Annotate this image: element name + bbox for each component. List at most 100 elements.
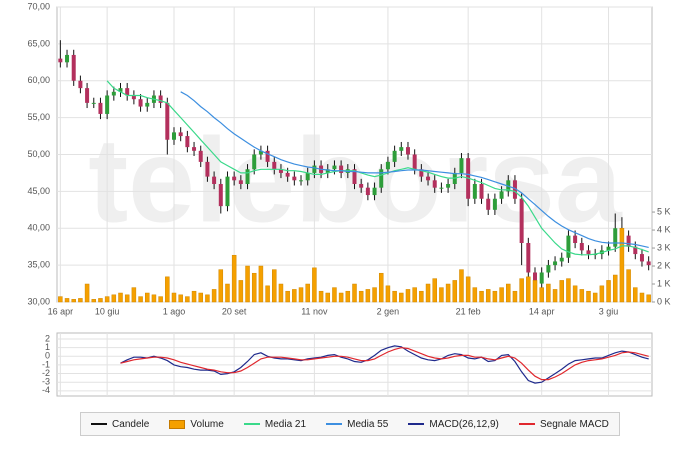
volume-bar bbox=[272, 269, 277, 303]
candle-body bbox=[613, 228, 618, 247]
y-tick-label: 55,00 bbox=[27, 112, 50, 122]
volume-bar bbox=[579, 289, 585, 303]
candle-body bbox=[138, 99, 143, 107]
candle-body bbox=[212, 176, 217, 184]
candle-body bbox=[379, 169, 384, 188]
volume-bar bbox=[98, 298, 103, 303]
volume-bar bbox=[586, 290, 591, 303]
candle-body bbox=[519, 198, 524, 243]
candle-body bbox=[165, 102, 170, 140]
volume-bar bbox=[345, 290, 351, 303]
line-series bbox=[120, 345, 649, 384]
legend-swatch bbox=[326, 423, 343, 425]
line-series bbox=[180, 91, 649, 248]
volume-bar bbox=[378, 272, 384, 303]
volume-bar bbox=[131, 287, 137, 303]
y2-tick-label: 0 K bbox=[657, 296, 671, 306]
volume-bar bbox=[512, 290, 518, 303]
volume-bar bbox=[499, 287, 504, 303]
candle-body bbox=[98, 102, 103, 114]
candle-body bbox=[533, 272, 538, 284]
volume-bar bbox=[526, 276, 531, 303]
candle-body bbox=[579, 243, 584, 251]
line-series bbox=[106, 80, 649, 256]
candle-body bbox=[566, 235, 571, 258]
candle-body bbox=[459, 158, 464, 173]
candle-body bbox=[171, 132, 176, 140]
volume-bar bbox=[265, 285, 270, 303]
y-tick-label: 35,00 bbox=[27, 260, 50, 270]
candle-body bbox=[546, 265, 551, 273]
candle-body bbox=[292, 176, 297, 181]
volume-bar bbox=[365, 289, 371, 303]
legend-item: Segnale MACD bbox=[518, 419, 609, 430]
volume-bar bbox=[539, 287, 544, 303]
y-tick-label: 65,00 bbox=[27, 38, 50, 48]
candle-body bbox=[65, 54, 70, 63]
candle-body bbox=[178, 132, 183, 137]
x-tick-label: 14 apr bbox=[529, 306, 555, 316]
volume-bar bbox=[633, 287, 638, 303]
volume-bar bbox=[211, 289, 217, 303]
candle-body bbox=[399, 147, 404, 151]
candle-body bbox=[278, 169, 283, 173]
volume-bar bbox=[238, 280, 244, 303]
legend-item: MACD(26,12,9) bbox=[408, 419, 499, 430]
volume-bar bbox=[104, 296, 110, 303]
candle-body bbox=[359, 184, 364, 188]
legend-swatch bbox=[408, 423, 425, 425]
candle-body bbox=[218, 184, 223, 207]
x-tick-label: 3 giu bbox=[599, 306, 619, 316]
legend-swatch bbox=[518, 423, 535, 425]
candle-body bbox=[252, 154, 257, 170]
volume-bar bbox=[111, 294, 117, 303]
volume-bar bbox=[399, 292, 404, 303]
candle-body bbox=[412, 154, 417, 170]
volume-bar bbox=[145, 292, 150, 303]
volume-bar bbox=[552, 289, 558, 303]
candle-body bbox=[272, 161, 277, 170]
candle-body bbox=[78, 80, 83, 89]
volume-bar bbox=[71, 299, 76, 303]
y2-tick-label: 3 K bbox=[657, 242, 671, 252]
candle-body bbox=[299, 180, 304, 182]
volume-bar bbox=[171, 292, 177, 303]
candle-body bbox=[198, 150, 203, 162]
volume-bar bbox=[412, 287, 417, 303]
volume-bar bbox=[385, 285, 391, 303]
volume-bar bbox=[606, 280, 611, 303]
volume-bar bbox=[185, 296, 190, 303]
candle-body bbox=[559, 257, 564, 262]
candle-body bbox=[633, 246, 638, 255]
x-tick-label: 21 feb bbox=[456, 306, 481, 316]
volume-bar bbox=[566, 278, 571, 303]
legend-item: Media 21 bbox=[243, 419, 306, 430]
volume-bar bbox=[405, 289, 411, 303]
legend-item: Volume bbox=[169, 419, 224, 430]
candle-body bbox=[499, 191, 504, 199]
candle-body bbox=[325, 169, 330, 173]
volume-bar bbox=[332, 287, 337, 303]
y2-tick-label: 5 K bbox=[657, 206, 671, 216]
y-tick-label: 45,00 bbox=[27, 186, 50, 196]
volume-bar bbox=[151, 294, 157, 303]
volume-bar bbox=[325, 292, 331, 303]
legend-swatch bbox=[91, 423, 108, 425]
volume-bar bbox=[318, 290, 324, 303]
volume-bar bbox=[158, 296, 163, 303]
x-tick-label: 1 ago bbox=[163, 306, 186, 316]
y-tick-label: -4 bbox=[42, 385, 50, 395]
candle-body bbox=[479, 184, 484, 199]
volume-bar bbox=[358, 290, 364, 303]
volume-bar bbox=[218, 269, 224, 303]
y-tick-label: 60,00 bbox=[27, 75, 50, 85]
volume-bar bbox=[58, 296, 63, 303]
candle-body bbox=[339, 165, 344, 173]
legend-item: Media 55 bbox=[326, 419, 388, 430]
candle-body bbox=[192, 147, 197, 151]
candle-body bbox=[131, 95, 136, 100]
volume-bar bbox=[465, 276, 471, 303]
volume-bar bbox=[619, 228, 625, 303]
volume-bar bbox=[258, 265, 264, 303]
